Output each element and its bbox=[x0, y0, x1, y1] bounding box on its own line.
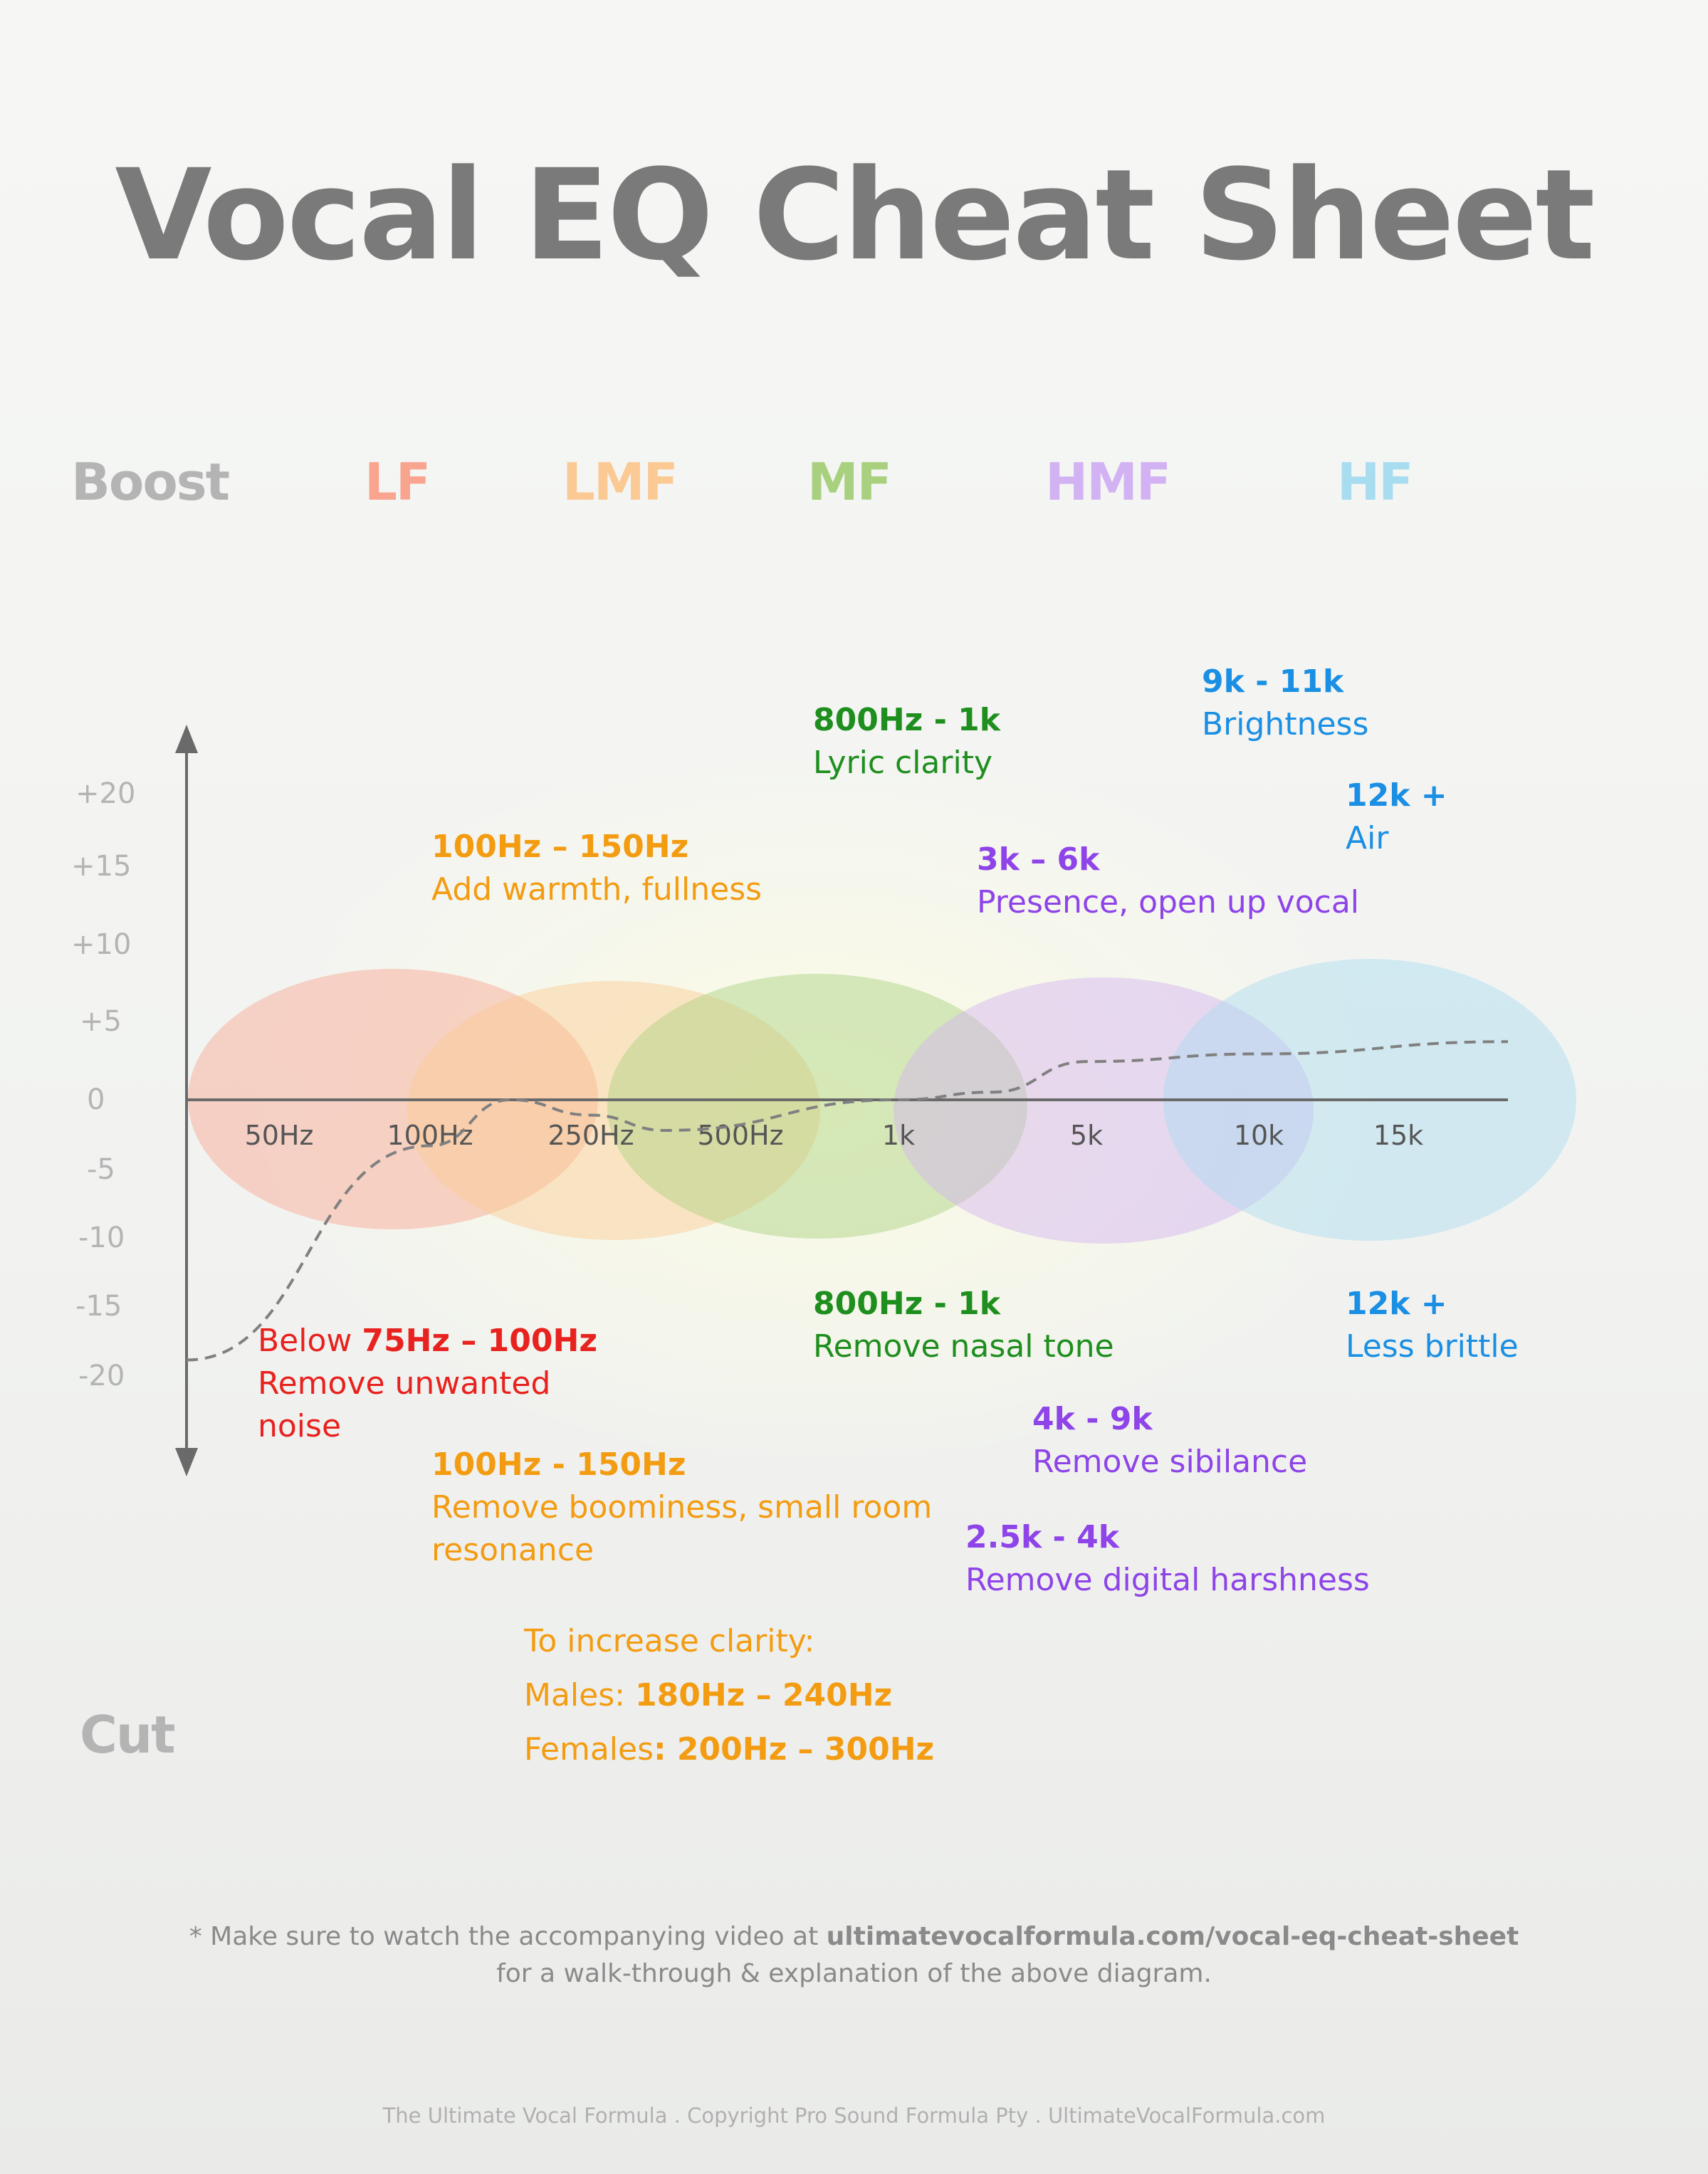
annotation-desc: resonance bbox=[431, 1532, 594, 1568]
y-tick-label: -10 bbox=[78, 1222, 125, 1254]
y-tick-label: +10 bbox=[71, 928, 132, 961]
annotation-range: 75Hz – 100Hz bbox=[362, 1323, 597, 1359]
footer-copyright: The Ultimate Vocal Formula . Copyright P… bbox=[382, 2104, 1326, 2128]
y-axis-arrow-up bbox=[175, 725, 198, 753]
annotation-range: 2.5k - 4k bbox=[965, 1519, 1119, 1555]
annotation-desc: Less brittle bbox=[1346, 1328, 1519, 1365]
annotation-desc: Remove nasal tone bbox=[813, 1328, 1114, 1365]
annotation-mf-boost: 800Hz - 1k Lyric clarity bbox=[813, 699, 1000, 784]
annotation-range: 9k - 11k bbox=[1202, 663, 1344, 700]
annotation-desc: Presence, open up vocal bbox=[977, 884, 1360, 920]
band-ellipse-hmf bbox=[894, 977, 1314, 1244]
clarity-block: To increase clarity: Males: 180Hz – 240H… bbox=[524, 1614, 934, 1777]
clarity-heading: To increase clarity: bbox=[524, 1623, 815, 1659]
band-ellipse-lmf bbox=[407, 981, 820, 1240]
annotation-desc: Remove digital harshness bbox=[965, 1562, 1370, 1598]
annotation-range: 12k + bbox=[1346, 1286, 1447, 1322]
annotation-range: 100Hz - 150Hz bbox=[431, 1446, 686, 1483]
y-tick-label: +15 bbox=[71, 850, 132, 883]
annotation-desc: Remove boominess, small room bbox=[431, 1489, 933, 1526]
y-tick-label: +5 bbox=[80, 1005, 122, 1038]
boost-label: Boost bbox=[71, 452, 230, 512]
annotation-prefix: Below bbox=[258, 1323, 362, 1359]
y-tick-label: 0 bbox=[87, 1083, 105, 1116]
annotation-hf-brightness: 9k - 11k Brightness bbox=[1202, 661, 1368, 746]
y-tick-label: +20 bbox=[75, 777, 136, 810]
annotation-hf-air: 12k + Air bbox=[1346, 774, 1447, 860]
annotation-range: 3k – 6k bbox=[977, 841, 1100, 878]
annotation-hf-brittle: 12k + Less brittle bbox=[1346, 1283, 1519, 1368]
annotation-desc: Lyric clarity bbox=[813, 745, 992, 781]
footnote-url[interactable]: ultimatevocalformula.com/vocal-eq-cheat-… bbox=[826, 1922, 1519, 1951]
annotation-lmf-cut: 100Hz - 150Hz Remove boominess, small ro… bbox=[431, 1444, 932, 1572]
band-header-lf: LF bbox=[365, 452, 431, 512]
footnote-line-1: * Make sure to watch the accompanying vi… bbox=[0, 1922, 1708, 1951]
x-tick-label: 10k bbox=[1234, 1120, 1284, 1151]
clarity-males-value: 180Hz – 240Hz bbox=[634, 1677, 893, 1713]
footnote-line-2: for a walk-through & explanation of the … bbox=[496, 1959, 1212, 1988]
annotation-desc: Add warmth, fullness bbox=[431, 871, 763, 908]
band-header-mf: MF bbox=[807, 452, 892, 512]
band-header-lmf: LMF bbox=[562, 452, 679, 512]
y-axis-arrow-down bbox=[175, 1448, 198, 1476]
clarity-males-label: Males: bbox=[524, 1677, 635, 1713]
x-tick-label: 5k bbox=[1070, 1120, 1103, 1151]
page-title: Vocal EQ Cheat Sheet bbox=[115, 142, 1595, 288]
annotation-range: 100Hz – 150Hz bbox=[431, 829, 689, 865]
annotation-mf-cut: 800Hz - 1k Remove nasal tone bbox=[813, 1283, 1114, 1368]
annotation-range: 800Hz - 1k bbox=[813, 1286, 1001, 1322]
annotation-range: 800Hz - 1k bbox=[813, 702, 1001, 738]
footnote-prefix: * Make sure to watch the accompanying vi… bbox=[189, 1922, 827, 1951]
clarity-females-value: : 200Hz – 300Hz bbox=[654, 1731, 935, 1768]
eq-curve-line bbox=[186, 1040, 1509, 1362]
annotation-hmf-harshness: 2.5k - 4k Remove digital harshness bbox=[965, 1516, 1370, 1602]
x-tick-label: 15k bbox=[1373, 1120, 1423, 1151]
annotation-desc: Remove unwanted bbox=[258, 1365, 551, 1402]
x-tick-label: 1k bbox=[882, 1120, 915, 1151]
x-tick-label: 50Hz bbox=[245, 1120, 314, 1151]
y-tick-label: -5 bbox=[87, 1153, 115, 1186]
y-tick-label: -20 bbox=[78, 1360, 125, 1392]
annotation-desc: Remove sibilance bbox=[1032, 1444, 1308, 1480]
x-tick-label: 250Hz bbox=[547, 1120, 634, 1151]
annotation-lmf-boost: 100Hz – 150Hz Add warmth, fullness bbox=[431, 826, 762, 911]
annotation-desc: noise bbox=[258, 1408, 342, 1444]
annotation-lf-cut: Below 75Hz – 100Hz Remove unwanted noise bbox=[258, 1320, 597, 1448]
annotation-hmf-boost: 3k – 6k Presence, open up vocal bbox=[977, 839, 1359, 924]
band-header-hmf: HMF bbox=[1045, 452, 1171, 512]
cut-label: Cut bbox=[80, 1705, 176, 1765]
y-tick-label: -15 bbox=[75, 1290, 122, 1323]
annotation-desc: Brightness bbox=[1202, 706, 1369, 742]
annotation-hmf-sibilance: 4k - 9k Remove sibilance bbox=[1032, 1398, 1307, 1484]
annotation-desc: Air bbox=[1346, 820, 1389, 856]
annotation-range: 12k + bbox=[1346, 777, 1447, 814]
clarity-females-label: Females bbox=[524, 1731, 654, 1768]
band-header-hf: HF bbox=[1337, 452, 1413, 512]
annotation-range: 4k - 9k bbox=[1032, 1401, 1153, 1437]
